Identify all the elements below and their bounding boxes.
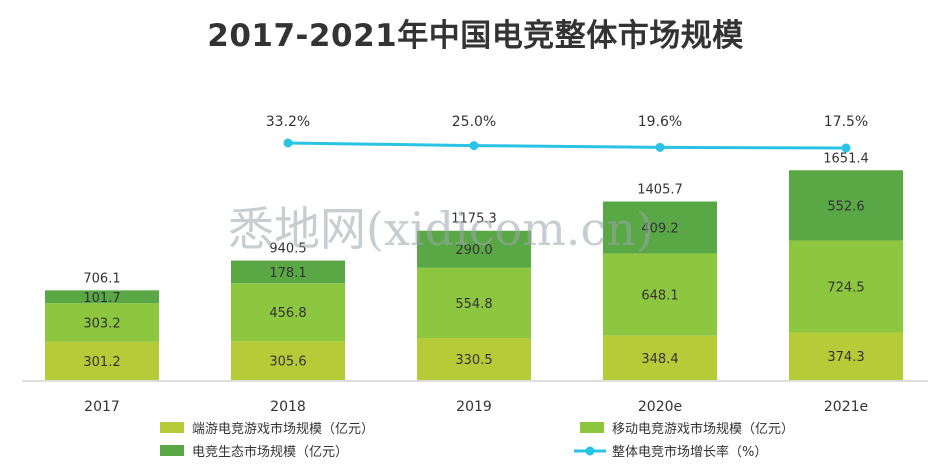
bar-value-label: 348.4 [641,352,678,367]
x-tick-label: 2017 [84,399,120,415]
bar-value-label: 178.1 [269,266,306,281]
bar-value-label: 305.6 [269,355,306,370]
growth-label: 25.0% [452,114,496,130]
x-axis-labels: 2017 2018 2019 2020e 2021e [84,399,868,415]
growth-line [287,141,847,150]
x-tick-label: 2021e [824,399,868,415]
legend-swatch [160,445,184,456]
watermark: 悉地网(xidicom.cn) [228,202,654,256]
legend-swatch [580,422,604,433]
bar-segment-1 [231,341,345,380]
growth-label: 17.5% [824,114,868,130]
bar-value-label: 301.2 [83,355,120,370]
bar-value-label: 648.1 [641,289,678,304]
bar-value-label: 330.5 [455,353,492,368]
legend-swatch [160,422,184,433]
growth-point [469,141,479,151]
x-tick-label: 2019 [456,399,492,415]
legend-line-marker [585,446,595,456]
growth-label: 19.6% [638,114,682,130]
chart-title: 2017-2021年中国电竞整体市场规模 [207,18,744,54]
bar-total-label: 940.5 [269,242,306,257]
bar-total-label: 1651.4 [823,151,869,166]
bar-value-label: 290.0 [455,243,492,258]
bar-segment-1 [603,335,717,380]
bar-value-label: 101.7 [83,291,120,306]
bar-value-label: 409.2 [641,221,678,236]
growth-line-layer: 33.2% 25.0% 19.6% 17.5% [266,114,868,153]
bar-value-label: 554.8 [455,297,492,312]
bar-layer: 301.2 303.2 101.7 706.1 305.6 456.8 178.1 940.5… [45,151,903,380]
bar-total-label: 1175.3 [451,212,497,227]
bar-segment-3 [603,201,717,254]
bar-total-label: 1405.7 [637,182,683,197]
bar-segment-3 [789,170,903,241]
growth-point [655,142,665,152]
bar-segment-2 [231,283,345,342]
bar-segment-3 [231,260,345,284]
legend: 端游电竞游戏市场规模（亿元） 移动电竞游戏市场规模（亿元） 电竞生态市场规模（亿元）… [160,421,794,460]
bar-value-label: 374.3 [827,350,864,365]
bar-segment-1 [789,332,903,380]
bar-value-label: 724.5 [827,280,864,295]
bar-segment-2 [789,240,903,333]
bar-segment-3 [417,230,531,268]
bar-value-label: 303.2 [83,316,120,331]
growth-point [841,143,851,153]
bar-segment-1 [417,338,531,380]
bar-segment-2 [45,303,159,342]
bar-total-label: 706.1 [83,271,120,286]
growth-label: 33.2% [266,114,310,130]
bar-value-label: 456.8 [269,306,306,321]
bar-segment-3 [45,290,159,304]
bar-segment-2 [603,253,717,336]
x-tick-label: 2020e [638,399,682,415]
bar-segment-2 [417,267,531,339]
bar-value-label: 552.6 [827,199,864,214]
legend-label: 移动电竞游戏市场规模（亿元） [612,421,794,437]
growth-point [283,138,293,148]
legend-label: 端游电竞游戏市场规模（亿元） [192,421,374,437]
bar-segment-1 [45,341,159,380]
legend-label: 电竞生态市场规模（亿元） [192,444,348,460]
x-tick-label: 2018 [270,399,306,415]
legend-label: 整体电竞市场增长率（%） [612,444,767,460]
